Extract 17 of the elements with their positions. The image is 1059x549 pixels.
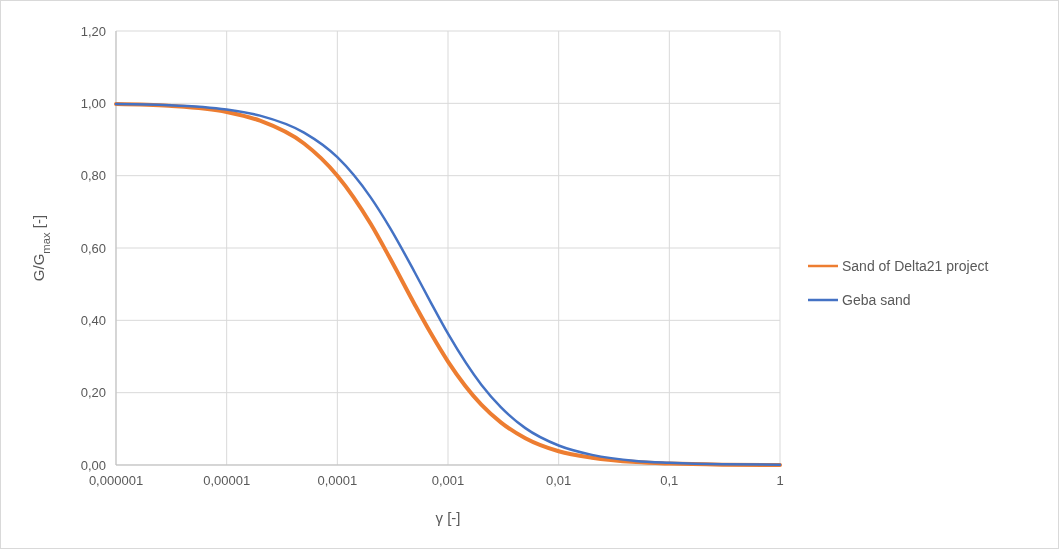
y-tick-label: 0,60 [80,240,106,256]
x-tick-label: 1 [776,473,784,488]
y-tick-label: 0,40 [80,312,106,328]
y-tick-label: 0,80 [80,168,106,184]
x-tick-label: 0,000001 [88,473,144,488]
y-tick-label: 1,20 [80,23,106,39]
x-tick-label: 0,1 [660,473,679,488]
x-tick-label: 0,00001 [203,473,251,488]
y-tick-label: 0,20 [80,385,106,401]
y-tick-label: 0,00 [80,457,106,473]
legend-label: Sand of Delta21 project [842,257,989,274]
y-tick-label: 1,00 [80,95,106,111]
legend-label: Geba sand [842,291,911,308]
x-tick-label: 0,001 [431,473,465,488]
x-axis-title: γ [-] [435,509,461,526]
x-tick-label: 0,01 [546,473,572,488]
x-tick-label: 0,0001 [317,473,358,488]
